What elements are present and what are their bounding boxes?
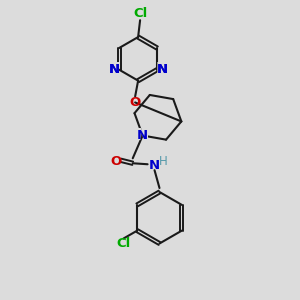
- Text: N: N: [109, 63, 120, 76]
- Text: N: N: [148, 158, 161, 173]
- Text: H: H: [159, 155, 168, 168]
- Text: N: N: [156, 63, 167, 76]
- Text: N: N: [108, 62, 121, 77]
- Text: O: O: [110, 155, 122, 168]
- Text: N: N: [149, 159, 160, 172]
- Text: N: N: [156, 62, 168, 77]
- Text: N: N: [137, 129, 148, 142]
- Text: Cl: Cl: [116, 237, 130, 250]
- Text: N: N: [109, 63, 120, 76]
- Text: N: N: [156, 63, 167, 76]
- Text: Cl: Cl: [133, 7, 147, 20]
- Text: N: N: [136, 128, 149, 143]
- Text: O: O: [130, 96, 141, 109]
